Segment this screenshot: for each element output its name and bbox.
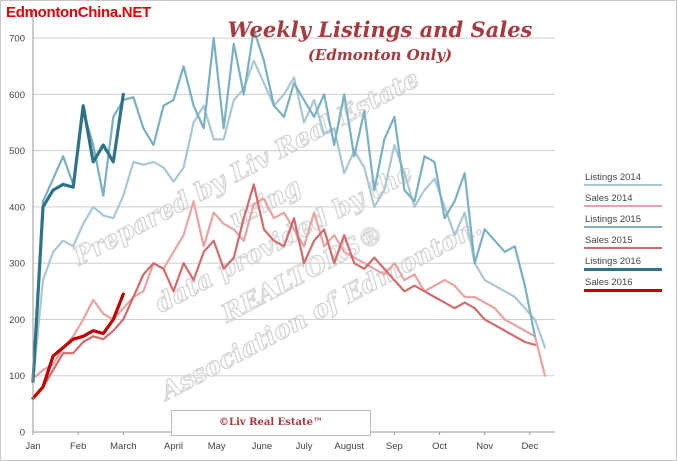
legend-swatch — [584, 205, 662, 207]
x-tick-label: May — [208, 441, 226, 452]
site-logo-text[interactable]: EdmontonChina.NET — [6, 4, 151, 21]
watermark-line: Association of Edmonton. — [154, 212, 486, 407]
y-tick-label: 100 — [9, 371, 25, 382]
x-tick-label: Dec — [521, 441, 538, 452]
y-tick-label: 400 — [9, 202, 25, 213]
x-tick-label: Jan — [25, 441, 40, 452]
legend-swatch — [584, 184, 662, 186]
x-tick-label: Feb — [70, 441, 86, 452]
x-tick-label: August — [334, 441, 364, 452]
legend-label: Listings 2015 — [585, 214, 641, 225]
x-tick-label: April — [164, 441, 183, 452]
series-line — [31, 183, 537, 400]
legend-label: Listings 2016 — [585, 256, 641, 267]
legend-label: Sales 2016 — [585, 277, 633, 288]
x-tick-label: Nov — [476, 441, 493, 452]
legend-swatch — [584, 226, 662, 228]
y-tick-label: 300 — [9, 259, 25, 270]
x-tick-label: July — [296, 441, 313, 452]
credit-box: ©Liv Real Estate™ — [171, 410, 371, 436]
y-tick-label: 200 — [9, 315, 25, 326]
legend-label: Sales 2015 — [585, 235, 633, 246]
x-tick-label: June — [252, 441, 273, 452]
y-tick-label: 0 — [20, 428, 25, 439]
chart-title: Weekly Listings and Sales — [227, 17, 533, 42]
legend-swatch — [584, 289, 662, 292]
x-tick-label: Oct — [432, 441, 447, 452]
chart-series — [31, 28, 547, 400]
legend-swatch — [584, 268, 662, 271]
chart-subtitle: (Edmonton Only) — [307, 46, 453, 64]
x-tick-label: March — [110, 441, 136, 452]
y-tick-label: 700 — [9, 34, 25, 45]
chart-grid — [33, 37, 555, 377]
series-line — [31, 197, 547, 380]
legend-swatch — [584, 247, 662, 249]
series-line — [31, 59, 547, 383]
y-tick-label: 500 — [9, 146, 25, 157]
legend-label: Listings 2014 — [585, 172, 641, 183]
series-line — [31, 28, 537, 380]
series-line — [31, 292, 125, 400]
y-tick-label: 600 — [9, 90, 25, 101]
legend-label: Sales 2014 — [585, 193, 633, 204]
x-tick-label: Sep — [386, 441, 403, 452]
series-line — [31, 92, 125, 383]
